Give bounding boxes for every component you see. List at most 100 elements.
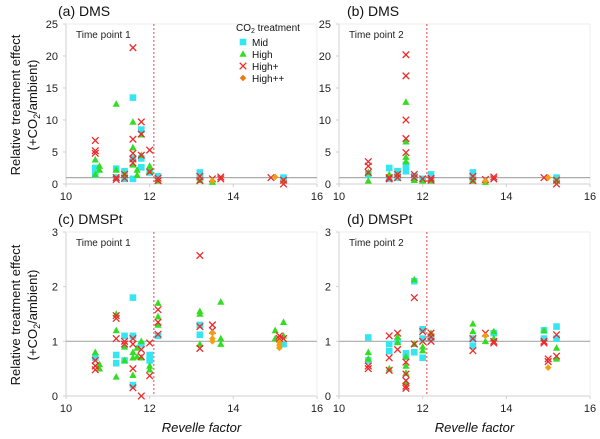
series-high (364, 98, 561, 185)
data-point (137, 345, 146, 354)
legend-marker-diamond-icon (239, 74, 247, 82)
series-highplus (91, 43, 288, 188)
time-point-label: Time point 1 (76, 238, 131, 249)
x-marker-stroke (544, 355, 552, 363)
data-point (402, 376, 410, 385)
data-point (112, 100, 120, 107)
data-point (271, 173, 279, 181)
data-point (133, 171, 141, 178)
y-label-line1: Relative treatment effect (8, 244, 23, 385)
x-marker-stroke (120, 174, 129, 182)
panel-title: (a) DMS (58, 3, 110, 19)
x-marker-stroke (217, 173, 225, 181)
x-marker-stroke (145, 168, 154, 176)
data-point (129, 381, 137, 389)
data-point (279, 318, 288, 325)
data-point (129, 159, 137, 167)
data-point (544, 357, 552, 366)
y-tick-label: 15 (46, 83, 58, 95)
series-high (91, 100, 288, 185)
x-marker-stroke (154, 177, 162, 185)
x-marker-stroke (279, 180, 288, 188)
x-axis-label: Revelle factor (162, 420, 242, 435)
y-tick-label: 0 (325, 179, 331, 191)
data-point (129, 43, 137, 52)
data-point (145, 146, 154, 154)
data-point (469, 346, 477, 355)
data-point (364, 355, 372, 362)
x-marker-stroke (154, 174, 162, 182)
data-point (410, 275, 418, 283)
x-marker-stroke (208, 321, 217, 329)
data-point (91, 366, 100, 374)
data-point (146, 362, 154, 369)
data-point (129, 384, 137, 392)
data-point (402, 137, 410, 145)
x-marker-stroke (364, 362, 373, 370)
legend-entry: High (239, 50, 273, 61)
y-tick-label: 25 (319, 19, 331, 31)
x-tick-label: 10 (60, 403, 72, 415)
data-point (145, 372, 154, 380)
data-point (482, 177, 489, 185)
data-point (196, 322, 204, 331)
data-point (402, 157, 410, 165)
data-point (208, 321, 217, 329)
data-point (196, 331, 204, 339)
data-point (279, 180, 288, 188)
data-point (544, 355, 552, 363)
data-point (196, 169, 204, 176)
x-marker-stroke (410, 340, 419, 348)
x-marker-stroke (112, 314, 120, 323)
data-point (196, 340, 204, 347)
data-point (138, 155, 145, 162)
legend-title: CO2 treatment (236, 23, 300, 35)
x-tick-label: 10 (333, 403, 345, 415)
data-point (91, 354, 99, 362)
x-tick-label: 12 (417, 191, 429, 203)
y-tick-label: 10 (319, 115, 331, 127)
x-marker-stroke (145, 339, 154, 347)
data-point (95, 364, 104, 372)
x-marker-stroke (402, 50, 410, 59)
data-point (112, 310, 120, 317)
data-point (385, 164, 393, 172)
data-point (146, 357, 153, 364)
data-point (129, 161, 137, 168)
legend-entry: Mid (239, 38, 268, 49)
x-tick-label: 16 (311, 403, 323, 415)
data-point (364, 348, 372, 356)
data-point (217, 334, 225, 342)
data-point (129, 340, 137, 348)
data-point (91, 155, 99, 163)
data-point (154, 174, 162, 182)
data-point (544, 174, 552, 181)
x-marker-stroke (120, 337, 129, 346)
data-point (553, 335, 560, 342)
data-point (112, 166, 120, 173)
data-point (120, 337, 129, 346)
x-marker-stroke (91, 136, 100, 145)
x-marker-stroke (196, 251, 204, 260)
data-point (553, 323, 560, 330)
x-marker-stroke (137, 392, 146, 400)
x-marker-stroke (490, 337, 498, 346)
data-point (427, 335, 435, 342)
data-point (95, 360, 104, 368)
data-point (402, 370, 410, 378)
panel-title: (b) DMS (347, 3, 399, 19)
data-point (410, 176, 418, 183)
data-point (469, 177, 477, 185)
data-point (137, 392, 146, 400)
data-point (120, 340, 129, 348)
data-point (402, 116, 410, 124)
y-tick-label: 3 (325, 227, 331, 239)
data-point (91, 170, 99, 178)
data-point (410, 293, 419, 302)
data-point (402, 352, 410, 360)
data-point (364, 364, 373, 373)
legend-entry: High+ (239, 62, 279, 73)
legend-marker-triangle-icon (239, 50, 247, 57)
